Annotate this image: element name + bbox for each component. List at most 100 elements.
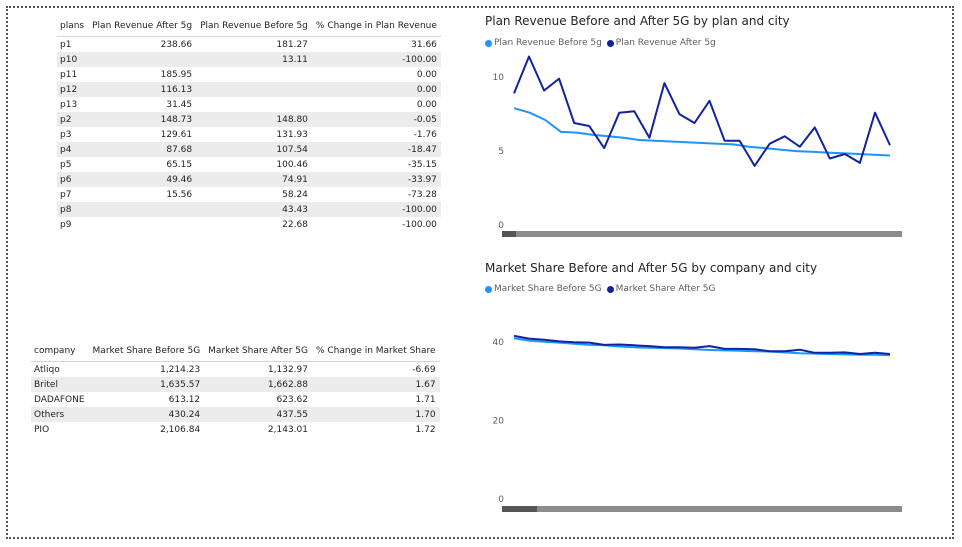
table-cell <box>88 217 196 232</box>
company-name-cell: Others <box>31 407 89 422</box>
table-cell: 148.80 <box>196 112 312 127</box>
header-company[interactable]: company <box>31 341 89 362</box>
plan-revenue-line-chart[interactable]: 0 5 10 <box>480 55 905 240</box>
table-cell: -33.97 <box>311 172 441 187</box>
plans-table[interactable]: plans Plan Revenue After 5g Plan Revenue… <box>57 16 441 232</box>
table-row[interactable]: PIO 2,106.84 2,143.01 1.72 <box>31 422 440 437</box>
table-cell: 1.71 <box>415 394 436 405</box>
series-line-plan-revenue-after-5g <box>513 55 891 167</box>
legend-item-after[interactable]: Market Share After 5G <box>606 284 716 294</box>
table-cell: 131.93 <box>276 129 308 140</box>
table-cell: 58.24 <box>282 189 308 200</box>
table-cell: -35.15 <box>407 159 437 170</box>
table-row[interactable]: Atliqo 1,214.23 1,132.97 -6.69 <box>31 362 440 378</box>
table-cell: -18.47 <box>311 142 441 157</box>
plan-name-cell: p1 <box>60 39 72 50</box>
table-cell: 31.66 <box>411 39 437 50</box>
table-row[interactable]: p1 238.66 181.27 31.66 <box>57 37 441 53</box>
plan-name-cell: p9 <box>60 219 72 230</box>
table-cell: 129.61 <box>160 129 193 140</box>
table-cell: -100.00 <box>402 219 437 230</box>
table-row[interactable]: p3 129.61 131.93 -1.76 <box>57 127 441 142</box>
legend-dot-after-icon <box>606 39 614 47</box>
table-row[interactable]: DADAFONE 613.12 623.62 1.71 <box>31 392 440 407</box>
table-cell: 74.91 <box>196 172 312 187</box>
table-cell: 0.00 <box>311 82 441 97</box>
legend-label: Plan Revenue Before 5g <box>494 38 602 48</box>
market-share-line-chart[interactable]: 0 20 40 <box>480 300 905 515</box>
y-tick-label: 20 <box>493 416 505 426</box>
table-cell: -73.28 <box>407 189 437 200</box>
table-cell: 2,143.01 <box>267 424 308 435</box>
table-row[interactable]: Others 430.24 437.55 1.70 <box>31 407 440 422</box>
series-line-plan-revenue-before-5g <box>513 107 891 157</box>
header-market-share-before[interactable]: Market Share Before 5G <box>88 341 205 362</box>
table-cell: -100.00 <box>311 52 441 67</box>
table-row[interactable]: p4 87.68 107.54 -18.47 <box>57 142 441 157</box>
table-cell: 1,662.88 <box>204 377 312 392</box>
legend-dot-after-icon <box>606 285 614 293</box>
table-cell: 1.72 <box>415 424 436 435</box>
series-line-market-share-before-5g <box>513 337 891 357</box>
plan-name-cell: p4 <box>57 142 89 157</box>
table-cell <box>196 97 312 112</box>
table-cell: 1.67 <box>311 377 440 392</box>
header-plan-revenue-after[interactable]: Plan Revenue After 5g <box>88 16 197 37</box>
table-row[interactable]: p12 116.13 0.00 <box>57 82 441 97</box>
legend-item-before[interactable]: Market Share Before 5G <box>485 284 602 294</box>
header-plan-revenue-before[interactable]: Plan Revenue Before 5g <box>196 16 312 37</box>
table-header-row: company Market Share Before 5G Market Sh… <box>31 341 440 362</box>
legend-label: Market Share After 5G <box>615 284 716 294</box>
table-row[interactable]: Britel 1,635.57 1,662.88 1.67 <box>31 377 440 392</box>
table-cell <box>88 202 197 217</box>
table-row[interactable]: p10 13.11 -100.00 <box>57 52 441 67</box>
header-plans[interactable]: plans <box>57 16 89 37</box>
plan-name-cell: p11 <box>60 69 78 80</box>
table-cell: 116.13 <box>88 82 197 97</box>
company-name-cell: Atliqo <box>34 364 60 375</box>
table-row[interactable]: p13 31.45 0.00 <box>57 97 441 112</box>
table-row[interactable]: p2 148.73 148.80 -0.05 <box>57 112 441 127</box>
company-name-cell: PIO <box>34 424 50 435</box>
table-row[interactable]: p7 15.56 58.24 -73.28 <box>57 187 441 202</box>
table-cell: 1,214.23 <box>160 364 201 375</box>
company-table[interactable]: company Market Share Before 5G Market Sh… <box>31 341 440 437</box>
plan-name-cell: p2 <box>57 112 89 127</box>
plan-name-cell: p7 <box>60 189 72 200</box>
legend-dot-before-icon <box>485 39 492 47</box>
table-cell <box>88 52 197 67</box>
market-share-chart-title: Market Share Before and After 5G by comp… <box>485 261 818 275</box>
table-cell: 22.68 <box>282 219 308 230</box>
table-cell: 1.70 <box>311 407 440 422</box>
table-row[interactable]: p8 43.43 -100.00 <box>57 202 441 217</box>
header-market-share-after[interactable]: Market Share After 5G <box>204 341 312 362</box>
legend-item-after[interactable]: Plan Revenue After 5g <box>606 38 716 48</box>
table-cell <box>196 82 312 97</box>
plan-name-cell: p5 <box>60 159 72 170</box>
table-row[interactable]: p9 22.68 -100.00 <box>57 217 441 232</box>
table-cell: 1,635.57 <box>88 377 205 392</box>
table-row[interactable]: p5 65.15 100.46 -35.15 <box>57 157 441 172</box>
company-name-cell: Britel <box>31 377 89 392</box>
horizontal-scrollbar[interactable] <box>502 231 902 237</box>
header-percent-change-plan[interactable]: % Change in Plan Revenue <box>311 16 441 37</box>
scrollbar-thumb[interactable] <box>502 506 537 512</box>
table-cell: 31.45 <box>166 99 193 110</box>
table-row[interactable]: p6 49.46 74.91 -33.97 <box>57 172 441 187</box>
table-cell: 185.95 <box>160 69 193 80</box>
table-row[interactable]: p11 185.95 0.00 <box>57 67 441 82</box>
plan-name-cell: p3 <box>60 129 72 140</box>
header-percent-change-market[interactable]: % Change in Market Share <box>311 341 440 362</box>
plan-name-cell: p13 <box>60 99 78 110</box>
horizontal-scrollbar[interactable] <box>502 506 902 512</box>
report-canvas-border <box>6 6 954 539</box>
plan-name-cell: p12 <box>57 82 89 97</box>
legend-item-before[interactable]: Plan Revenue Before 5g <box>485 38 602 48</box>
table-cell: 623.62 <box>276 394 308 405</box>
plan-revenue-chart-title: Plan Revenue Before and After 5G by plan… <box>485 14 790 28</box>
table-cell: 87.68 <box>88 142 197 157</box>
table-cell: 107.54 <box>196 142 312 157</box>
table-cell <box>196 67 312 82</box>
scrollbar-thumb[interactable] <box>502 231 516 237</box>
table-cell: -0.05 <box>311 112 441 127</box>
